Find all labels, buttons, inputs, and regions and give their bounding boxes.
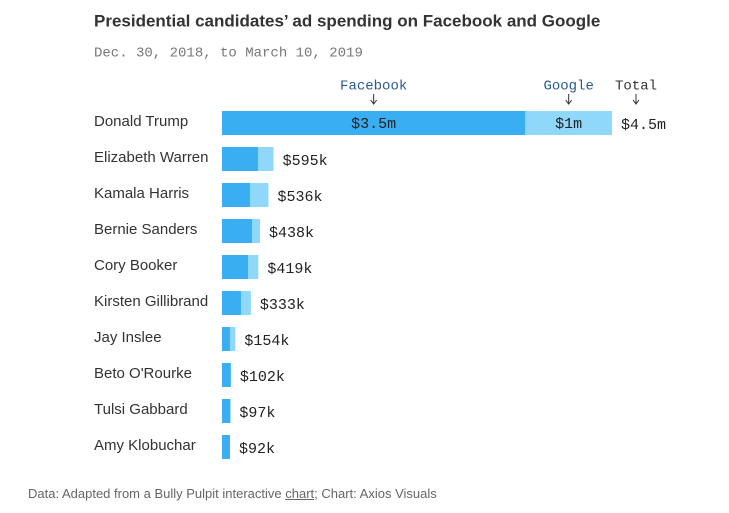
source-text: ; Chart: Axios Visuals: [314, 486, 437, 501]
total-label: $333k: [260, 297, 305, 314]
category-label: Kamala Harris: [94, 185, 189, 202]
category-label: Elizabeth Warren: [94, 149, 209, 166]
source-link[interactable]: chart: [285, 486, 315, 501]
category-label: Kirsten Gillibrand: [94, 293, 208, 310]
total-label: $536k: [277, 189, 322, 206]
bar-segment: [222, 183, 250, 207]
bar-segment: [222, 255, 248, 279]
value-label: $3.5m: [351, 116, 396, 133]
bar-segment: [229, 327, 236, 351]
bar-segment: [222, 327, 230, 351]
category-label: Donald Trump: [94, 113, 188, 130]
bar-segment: [251, 219, 260, 243]
category-label: Amy Klobuchar: [94, 437, 196, 454]
bar-segment: [222, 147, 258, 171]
chart: Presidential candidates’ ad spending on …: [94, 11, 666, 459]
category-label: Cory Booker: [94, 257, 177, 274]
legend-label: Facebook: [340, 79, 407, 95]
chart-title: Presidential candidates’ ad spending on …: [94, 11, 600, 30]
total-label: $595k: [283, 153, 328, 170]
bar-segment: [257, 147, 274, 171]
bar-segment: [222, 291, 241, 315]
bar-segment: [240, 291, 251, 315]
legend-label: Total: [615, 79, 657, 95]
bar-segment: [222, 111, 526, 135]
legend-arrow: [632, 94, 640, 105]
bar-segment: [249, 183, 269, 207]
bar-segment: [222, 363, 231, 387]
value-label: $1m: [555, 116, 582, 133]
source-text: Data: Adapted from a Bully Pulpit intera…: [28, 486, 286, 501]
total-label: $102k: [240, 369, 285, 386]
total-label: $92k: [239, 441, 275, 458]
category-label: Jay Inslee: [94, 329, 162, 346]
total-label: $419k: [267, 261, 312, 278]
category-label: Beto O'Rourke: [94, 365, 192, 382]
bar-segment: [222, 435, 230, 459]
bar-segment: [222, 219, 252, 243]
total-label: $154k: [244, 333, 289, 350]
legend-arrow: [370, 94, 378, 105]
chart-subtitle: Dec. 30, 2018, to March 10, 2019: [94, 46, 363, 62]
bar-segment: [222, 399, 231, 423]
legend-label: Google: [543, 79, 593, 95]
category-label: Tulsi Gabbard: [94, 401, 188, 418]
total-label: $438k: [269, 225, 314, 242]
legend-arrow: [565, 94, 573, 105]
source-note: Data: Adapted from a Bully Pulpit intera…: [28, 486, 437, 501]
bar-segment: [248, 255, 259, 279]
bar-segment: [525, 111, 612, 135]
total-label: $4.5m: [621, 117, 666, 134]
total-label: $97k: [239, 405, 275, 422]
category-label: Bernie Sanders: [94, 221, 197, 238]
